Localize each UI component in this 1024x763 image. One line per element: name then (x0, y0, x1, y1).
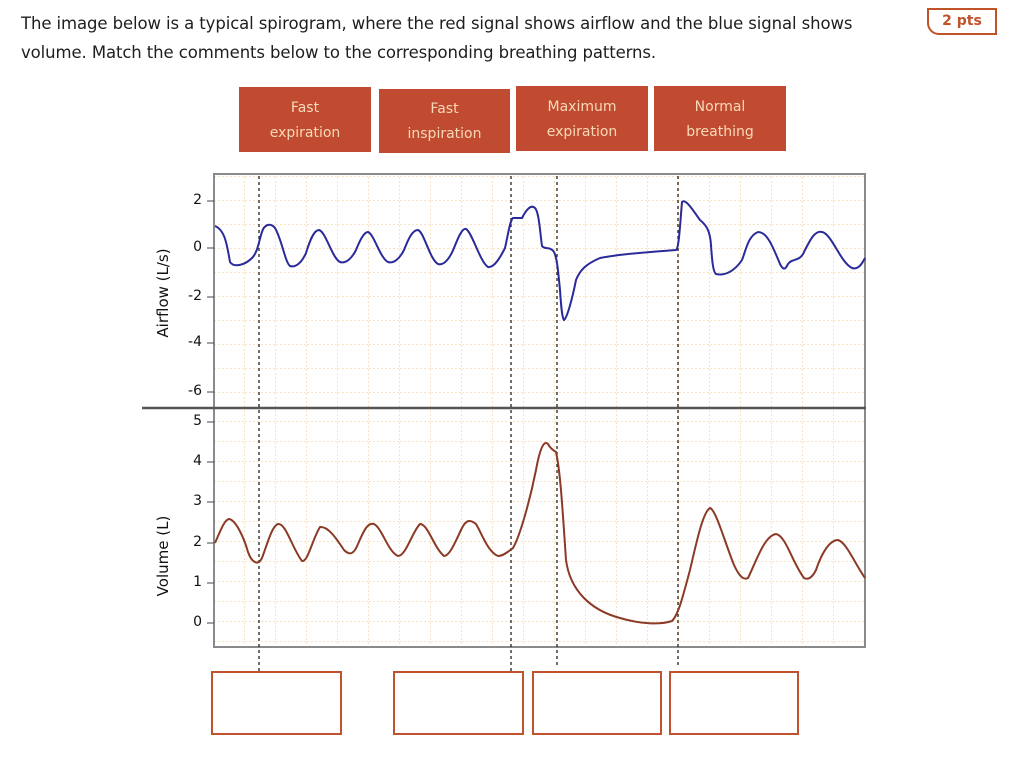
tick-marks (207, 200, 214, 624)
tile-line1: Maximum (547, 98, 617, 115)
tile-fast-expiration[interactable]: Fast expiration (239, 87, 371, 152)
volume-tick: 1 (193, 574, 202, 590)
airflow-line (214, 200, 866, 322)
volume-tick: 2 (193, 534, 202, 550)
tile-line2: expiration (546, 123, 618, 140)
tile-line1: Normal (694, 98, 746, 115)
points-badge: 2 pts (927, 8, 997, 35)
airflow-grid (215, 175, 865, 407)
airflow-tick: 2 (193, 192, 202, 208)
tile-fast-inspiration[interactable]: Fast inspiration (379, 89, 510, 153)
volume-tick: 5 (193, 413, 202, 429)
airflow-tick: 0 (193, 239, 202, 255)
volume-grid (215, 409, 865, 646)
volume-tick: 4 (193, 453, 202, 469)
tile-line1: Fast (290, 99, 320, 116)
drop-zone-2[interactable] (393, 671, 524, 735)
drop-zone-3[interactable] (532, 671, 662, 735)
volume-tick: 3 (193, 493, 202, 509)
tile-line2: expiration (269, 124, 341, 141)
plot-frame (213, 173, 866, 648)
drop-zone-1[interactable] (211, 671, 342, 735)
tile-line1: Fast (430, 101, 459, 117)
tile-normal-breathing[interactable]: Normal breathing (654, 86, 786, 151)
volume-line (214, 442, 866, 625)
tile-line2: inspiration (407, 126, 482, 142)
airflow-tick: -6 (188, 383, 202, 399)
airflow-tick: -4 (188, 334, 202, 350)
question-text: The image below is a typical spirogram, … (21, 14, 853, 62)
volume-tick: 0 (193, 614, 202, 630)
tile-line2: breathing (686, 123, 754, 140)
marker-lines (258, 176, 679, 671)
drop-zone-4[interactable] (669, 671, 799, 735)
tile-maximum-expiration[interactable]: Maximum expiration (516, 86, 648, 151)
airflow-tick: -2 (188, 288, 202, 304)
